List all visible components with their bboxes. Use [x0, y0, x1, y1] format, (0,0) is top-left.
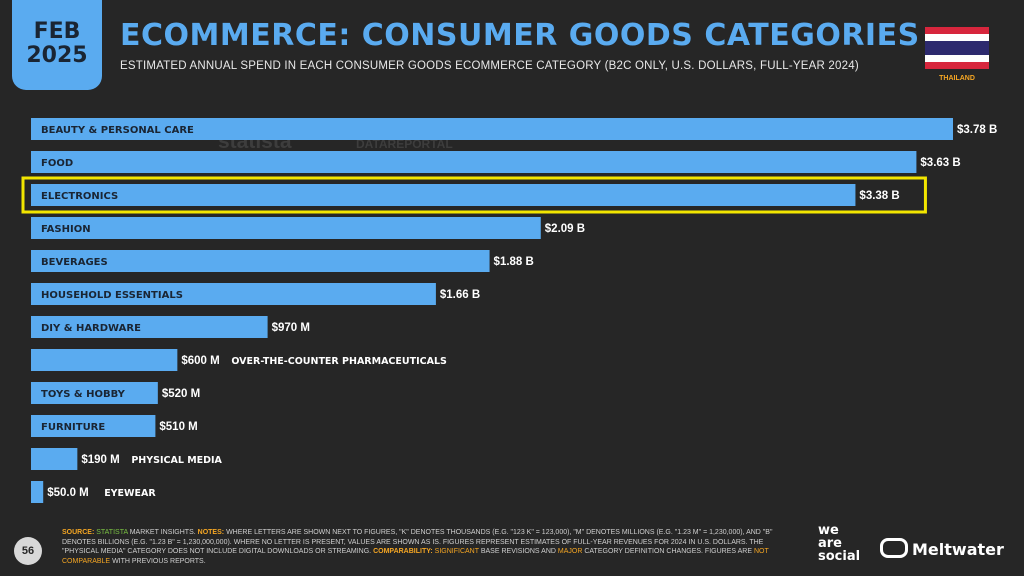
category-label-food: FOOD [41, 158, 73, 169]
source-label: SOURCE: [62, 529, 95, 536]
date-year: 2025 [26, 43, 88, 68]
meltwater-text: Meltwater [912, 540, 1004, 559]
value-label-physical-media: $190 M [81, 454, 119, 466]
value-label-eyewear: $50.0 M [47, 487, 89, 499]
date-badge: FEB 2025 [12, 0, 102, 90]
bar-over-the-counter-pharmaceuticals [31, 349, 178, 371]
date-month: FEB [33, 19, 81, 44]
notes-text: WHERE LETTERS ARE SHOWN NEXT TO FIGURES,… [62, 529, 773, 555]
bar-household-essentials [31, 283, 436, 305]
bar-fashion [31, 217, 541, 239]
comp-significant: SIGNIFICANT [434, 548, 479, 555]
category-label-toys-hobby: TOYS & HOBBY [41, 389, 126, 400]
footer-notes: SOURCE: STATISTA MARKET INSIGHTS. NOTES:… [62, 528, 802, 566]
bar-furniture [31, 415, 156, 437]
we-are-social-logo: we are social [818, 524, 860, 563]
bar-food [31, 151, 917, 173]
comp-not-comparable: NOT COMPARABLE [62, 548, 769, 565]
value-label-fashion: $2.09 B [545, 223, 585, 235]
comp-major: MAJOR [557, 548, 583, 555]
category-label-furniture: FURNITURE [41, 422, 105, 433]
meltwater-logo: Meltwater [880, 538, 1004, 559]
comp-text-2: CATEGORY DEFINITION CHANGES. FIGURES ARE [584, 548, 752, 555]
source-name: STATISTA [96, 529, 128, 536]
category-label-beverages: BEVERAGES [41, 257, 108, 268]
bar-beverages [31, 250, 490, 272]
logo-are: are [818, 536, 843, 551]
value-label-household-essentials: $1.66 B [440, 289, 480, 301]
bar-diy-hardware [31, 316, 268, 338]
category-label-over-the-counter-pharmaceuticals: OVER-THE-COUNTER PHARMACEUTICALS [231, 356, 447, 367]
category-label-household-essentials: HOUSEHOLD ESSENTIALS [41, 290, 183, 301]
value-label-beverages: $1.88 B [494, 256, 534, 268]
bar-electronics [31, 184, 856, 206]
highlight-box [21, 176, 927, 214]
bar-physical-media [31, 448, 78, 470]
meltwater-icon [880, 538, 908, 558]
value-label-toys-hobby: $520 M [162, 388, 200, 400]
category-label-beauty-personal-care: BEAUTY & PERSONAL CARE [41, 125, 194, 136]
value-label-over-the-counter-pharmaceuticals: $600 M [181, 355, 219, 367]
page-number: 56 [14, 537, 42, 565]
category-label-physical-media: PHYSICAL MEDIA [131, 455, 222, 466]
page-title: ECOMMERCE: CONSUMER GOODS CATEGORIES [120, 18, 920, 53]
bar-beauty-personal-care [31, 118, 953, 140]
category-label-electronics: ELECTRONICS [41, 191, 118, 202]
comparability-label: COMPARABILITY: [373, 548, 433, 555]
value-label-diy-hardware: $970 M [272, 322, 310, 334]
country-label: THAILAND [939, 75, 975, 82]
value-label-food: $3.63 B [920, 157, 960, 169]
logo-social: social [818, 549, 861, 564]
comp-text-3: WITH PREVIOUS REPORTS. [112, 557, 206, 565]
bar-toys-hobby [31, 382, 158, 404]
datareportal-watermark: DATAREPORTAL [356, 137, 453, 151]
category-label-fashion: FASHION [41, 224, 91, 235]
category-label-eyewear: EYEWEAR [104, 488, 156, 499]
page-subtitle: ESTIMATED ANNUAL SPEND IN EACH CONSUMER … [120, 60, 859, 72]
category-label-diy-hardware: DIY & HARDWARE [41, 323, 141, 334]
value-label-beauty-personal-care: $3.78 B [957, 124, 997, 136]
logo-we: we [818, 523, 839, 538]
notes-label: NOTES: [197, 529, 225, 536]
value-label-furniture: $510 M [159, 421, 197, 433]
comp-text-1: BASE REVISIONS AND [480, 548, 556, 555]
source-rest: MARKET INSIGHTS. [129, 529, 196, 536]
value-label-electronics: $3.38 B [859, 190, 899, 202]
bar-eyewear [31, 481, 44, 503]
thailand-flag-icon [925, 27, 989, 69]
